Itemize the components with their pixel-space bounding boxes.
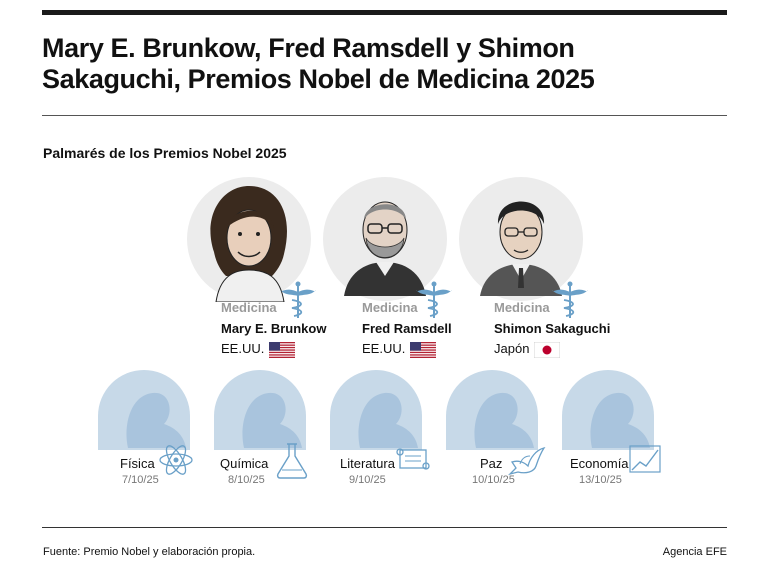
laureate-silhouette-icon: [446, 370, 538, 450]
source-note: Fuente: Premio Nobel y elaboración propi…: [43, 546, 256, 558]
chart-icon: [629, 445, 661, 473]
section-subtitle: Palmarés de los Premios Nobel 2025: [43, 145, 287, 161]
laureate-name: Mary E. Brunkow: [221, 321, 327, 336]
laureate-country: EE.UU.: [362, 341, 406, 356]
laureate-card-sakaguchi: Medicina Shimon Sakaguchi Japón: [458, 176, 611, 366]
category-paz: Paz 10/10/25: [446, 370, 576, 490]
laureate-card-brunkow: Medicina Mary E. Brunkow EE.UU.: [186, 176, 336, 366]
japan-flag-icon: [534, 342, 560, 358]
atom-icon: [159, 445, 193, 475]
laureate-name: Shimon Sakaguchi: [494, 321, 611, 336]
title-divider: [42, 115, 727, 116]
usa-flag-icon: [269, 342, 295, 358]
category-name: Química: [220, 456, 269, 471]
dove-icon: [507, 446, 546, 476]
laureate-card-ramsdell: Medicina Fred Ramsdell EE.UU.: [322, 176, 472, 366]
laureate-silhouette-icon: [562, 370, 654, 450]
portrait-ramsdell: [323, 177, 447, 301]
laureate-country: Japón: [494, 341, 530, 356]
category-fisica: Física 7/10/25: [98, 370, 228, 490]
portrait-sakaguchi: [459, 177, 583, 301]
category-date: 9/10/25: [349, 474, 386, 486]
top-bar: [42, 10, 727, 15]
title-line-1: Mary E. Brunkow, Fred Ramsdell y Shimon: [42, 33, 575, 63]
caduceus-icon: [280, 281, 316, 318]
category-name: Literatura: [340, 456, 395, 471]
flask-icon: [276, 443, 308, 479]
laureate-name: Fred Ramsdell: [362, 321, 452, 336]
footer-divider: [42, 527, 727, 528]
category-name: Física: [120, 456, 155, 471]
category-name: Paz: [480, 456, 503, 471]
category-date: 10/10/25: [472, 474, 515, 486]
laureate-field: Medicina: [494, 300, 550, 315]
laureate-silhouette-icon: [98, 370, 190, 450]
caduceus-icon: [416, 281, 452, 318]
page-title: Mary E. Brunkow, Fred Ramsdell y Shimon …: [42, 33, 732, 95]
category-quimica: Química 8/10/25: [214, 370, 344, 490]
scroll-icon: [396, 448, 430, 470]
laureate-silhouette-icon: [214, 370, 306, 450]
category-date: 13/10/25: [579, 474, 622, 486]
laureate-country: EE.UU.: [221, 341, 265, 356]
category-name: Economía: [570, 456, 629, 471]
category-economia: Economía 13/10/25: [562, 370, 692, 490]
category-date: 7/10/25: [122, 474, 159, 486]
laureate-field: Medicina: [362, 300, 418, 315]
agency-credit: Agencia EFE: [662, 546, 727, 558]
title-line-2: Sakaguchi, Premios Nobel de Medicina 202…: [42, 64, 595, 94]
portrait-brunkow: [187, 177, 311, 302]
usa-flag-icon: [410, 342, 436, 358]
category-literatura: Literatura 9/10/25: [330, 370, 460, 490]
laureate-silhouette-icon: [330, 370, 422, 450]
laureate-field: Medicina: [221, 300, 277, 315]
category-date: 8/10/25: [228, 474, 265, 486]
caduceus-icon: [552, 281, 588, 318]
